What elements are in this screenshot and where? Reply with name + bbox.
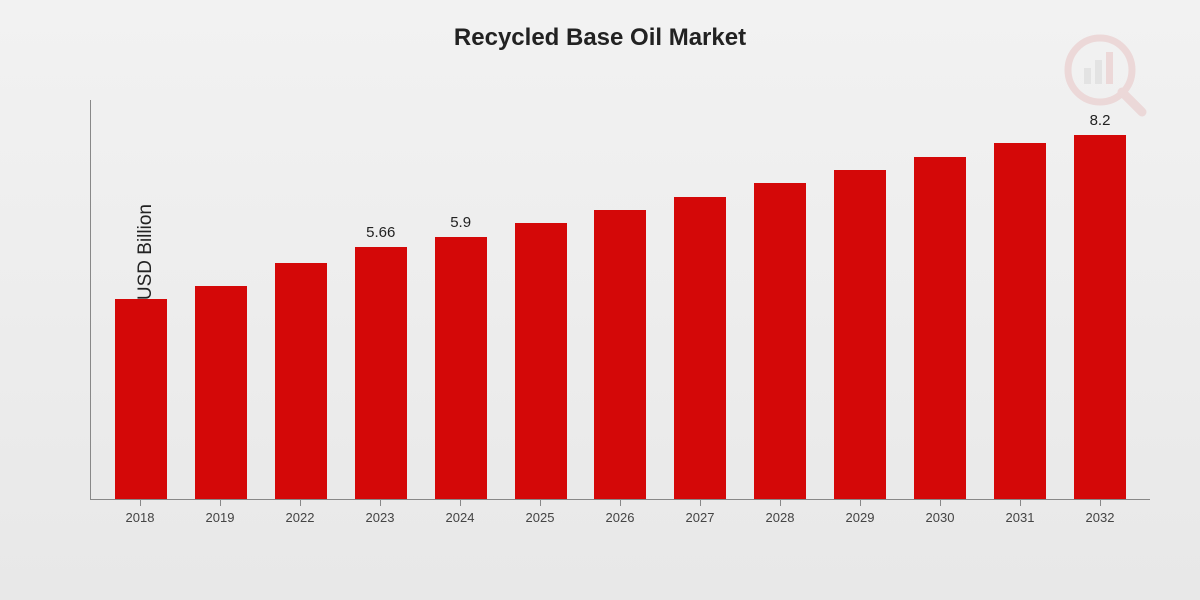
bar (115, 299, 167, 499)
x-tick (620, 500, 621, 506)
x-tick (700, 500, 701, 506)
x-category-label: 2025 (526, 510, 555, 525)
x-tick-group: 2019 (180, 506, 260, 525)
x-tick-group: 2028 (740, 506, 820, 525)
bar-wrap: 8.2 (1060, 100, 1140, 499)
bar-wrap (660, 100, 740, 499)
x-tick-group: 2027 (660, 506, 740, 525)
x-category-label: 2023 (366, 510, 395, 525)
bar-wrap (900, 100, 980, 499)
bar-wrap (980, 100, 1060, 499)
bar-wrap: 5.9 (421, 100, 501, 499)
bar-wrap (820, 100, 900, 499)
bar-wrap (501, 100, 581, 499)
bar (914, 157, 966, 499)
x-tick-group: 2024 (420, 506, 500, 525)
x-category-label: 2019 (206, 510, 235, 525)
x-tick (940, 500, 941, 506)
x-tick (1020, 500, 1021, 506)
x-tick-group: 2032 (1060, 506, 1140, 525)
x-category-label: 2027 (686, 510, 715, 525)
bar (355, 247, 407, 499)
x-category-label: 2029 (846, 510, 875, 525)
x-tick (300, 500, 301, 506)
bar (435, 237, 487, 499)
x-tick (460, 500, 461, 506)
x-tick-group: 2025 (500, 506, 580, 525)
bar (994, 143, 1046, 499)
x-category-label: 2030 (926, 510, 955, 525)
x-category-label: 2026 (606, 510, 635, 525)
bars-group: 5.66 5.9 8.2 (91, 100, 1150, 499)
x-tick-group: 2018 (100, 506, 180, 525)
x-axis-labels: 2018 2019 2022 2023 2024 2025 2026 2027 2028 2029… (90, 506, 1150, 525)
chart-title: Recycled Base Oil Market (0, 0, 1200, 52)
bar-wrap (181, 100, 261, 499)
bar (594, 210, 646, 499)
bar-wrap: 5.66 (341, 100, 421, 499)
bar (1074, 135, 1126, 499)
x-tick-group: 2026 (580, 506, 660, 525)
bar-wrap (581, 100, 661, 499)
x-category-label: 2028 (766, 510, 795, 525)
plot-area: 5.66 5.9 8.2 (90, 100, 1150, 500)
bar-value-label: 8.2 (1090, 112, 1111, 129)
x-category-label: 2018 (126, 510, 155, 525)
x-category-label: 2032 (1086, 510, 1115, 525)
bar-wrap (101, 100, 181, 499)
x-tick-group: 2029 (820, 506, 900, 525)
x-tick (780, 500, 781, 506)
bar-value-label: 5.9 (450, 214, 471, 231)
bar-value-label: 5.66 (366, 224, 395, 241)
bar (834, 170, 886, 499)
x-tick (1100, 500, 1101, 506)
x-tick (380, 500, 381, 506)
bar (515, 223, 567, 499)
bar (195, 286, 247, 499)
bar (275, 263, 327, 499)
x-category-label: 2024 (446, 510, 475, 525)
chart-container: Market Value in USD Billion 5.665.98.2 2… (80, 100, 1160, 540)
x-tick-group: 2023 (340, 506, 420, 525)
bar-wrap (261, 100, 341, 499)
x-category-label: 2022 (286, 510, 315, 525)
x-tick-group: 2030 (900, 506, 980, 525)
bar (674, 197, 726, 499)
x-category-label: 2031 (1006, 510, 1035, 525)
bar-wrap (740, 100, 820, 499)
x-tick-group: 2022 (260, 506, 340, 525)
x-tick-group: 2031 (980, 506, 1060, 525)
x-tick (220, 500, 221, 506)
bar (754, 183, 806, 499)
x-tick (860, 500, 861, 506)
x-tick (540, 500, 541, 506)
x-tick (140, 500, 141, 506)
